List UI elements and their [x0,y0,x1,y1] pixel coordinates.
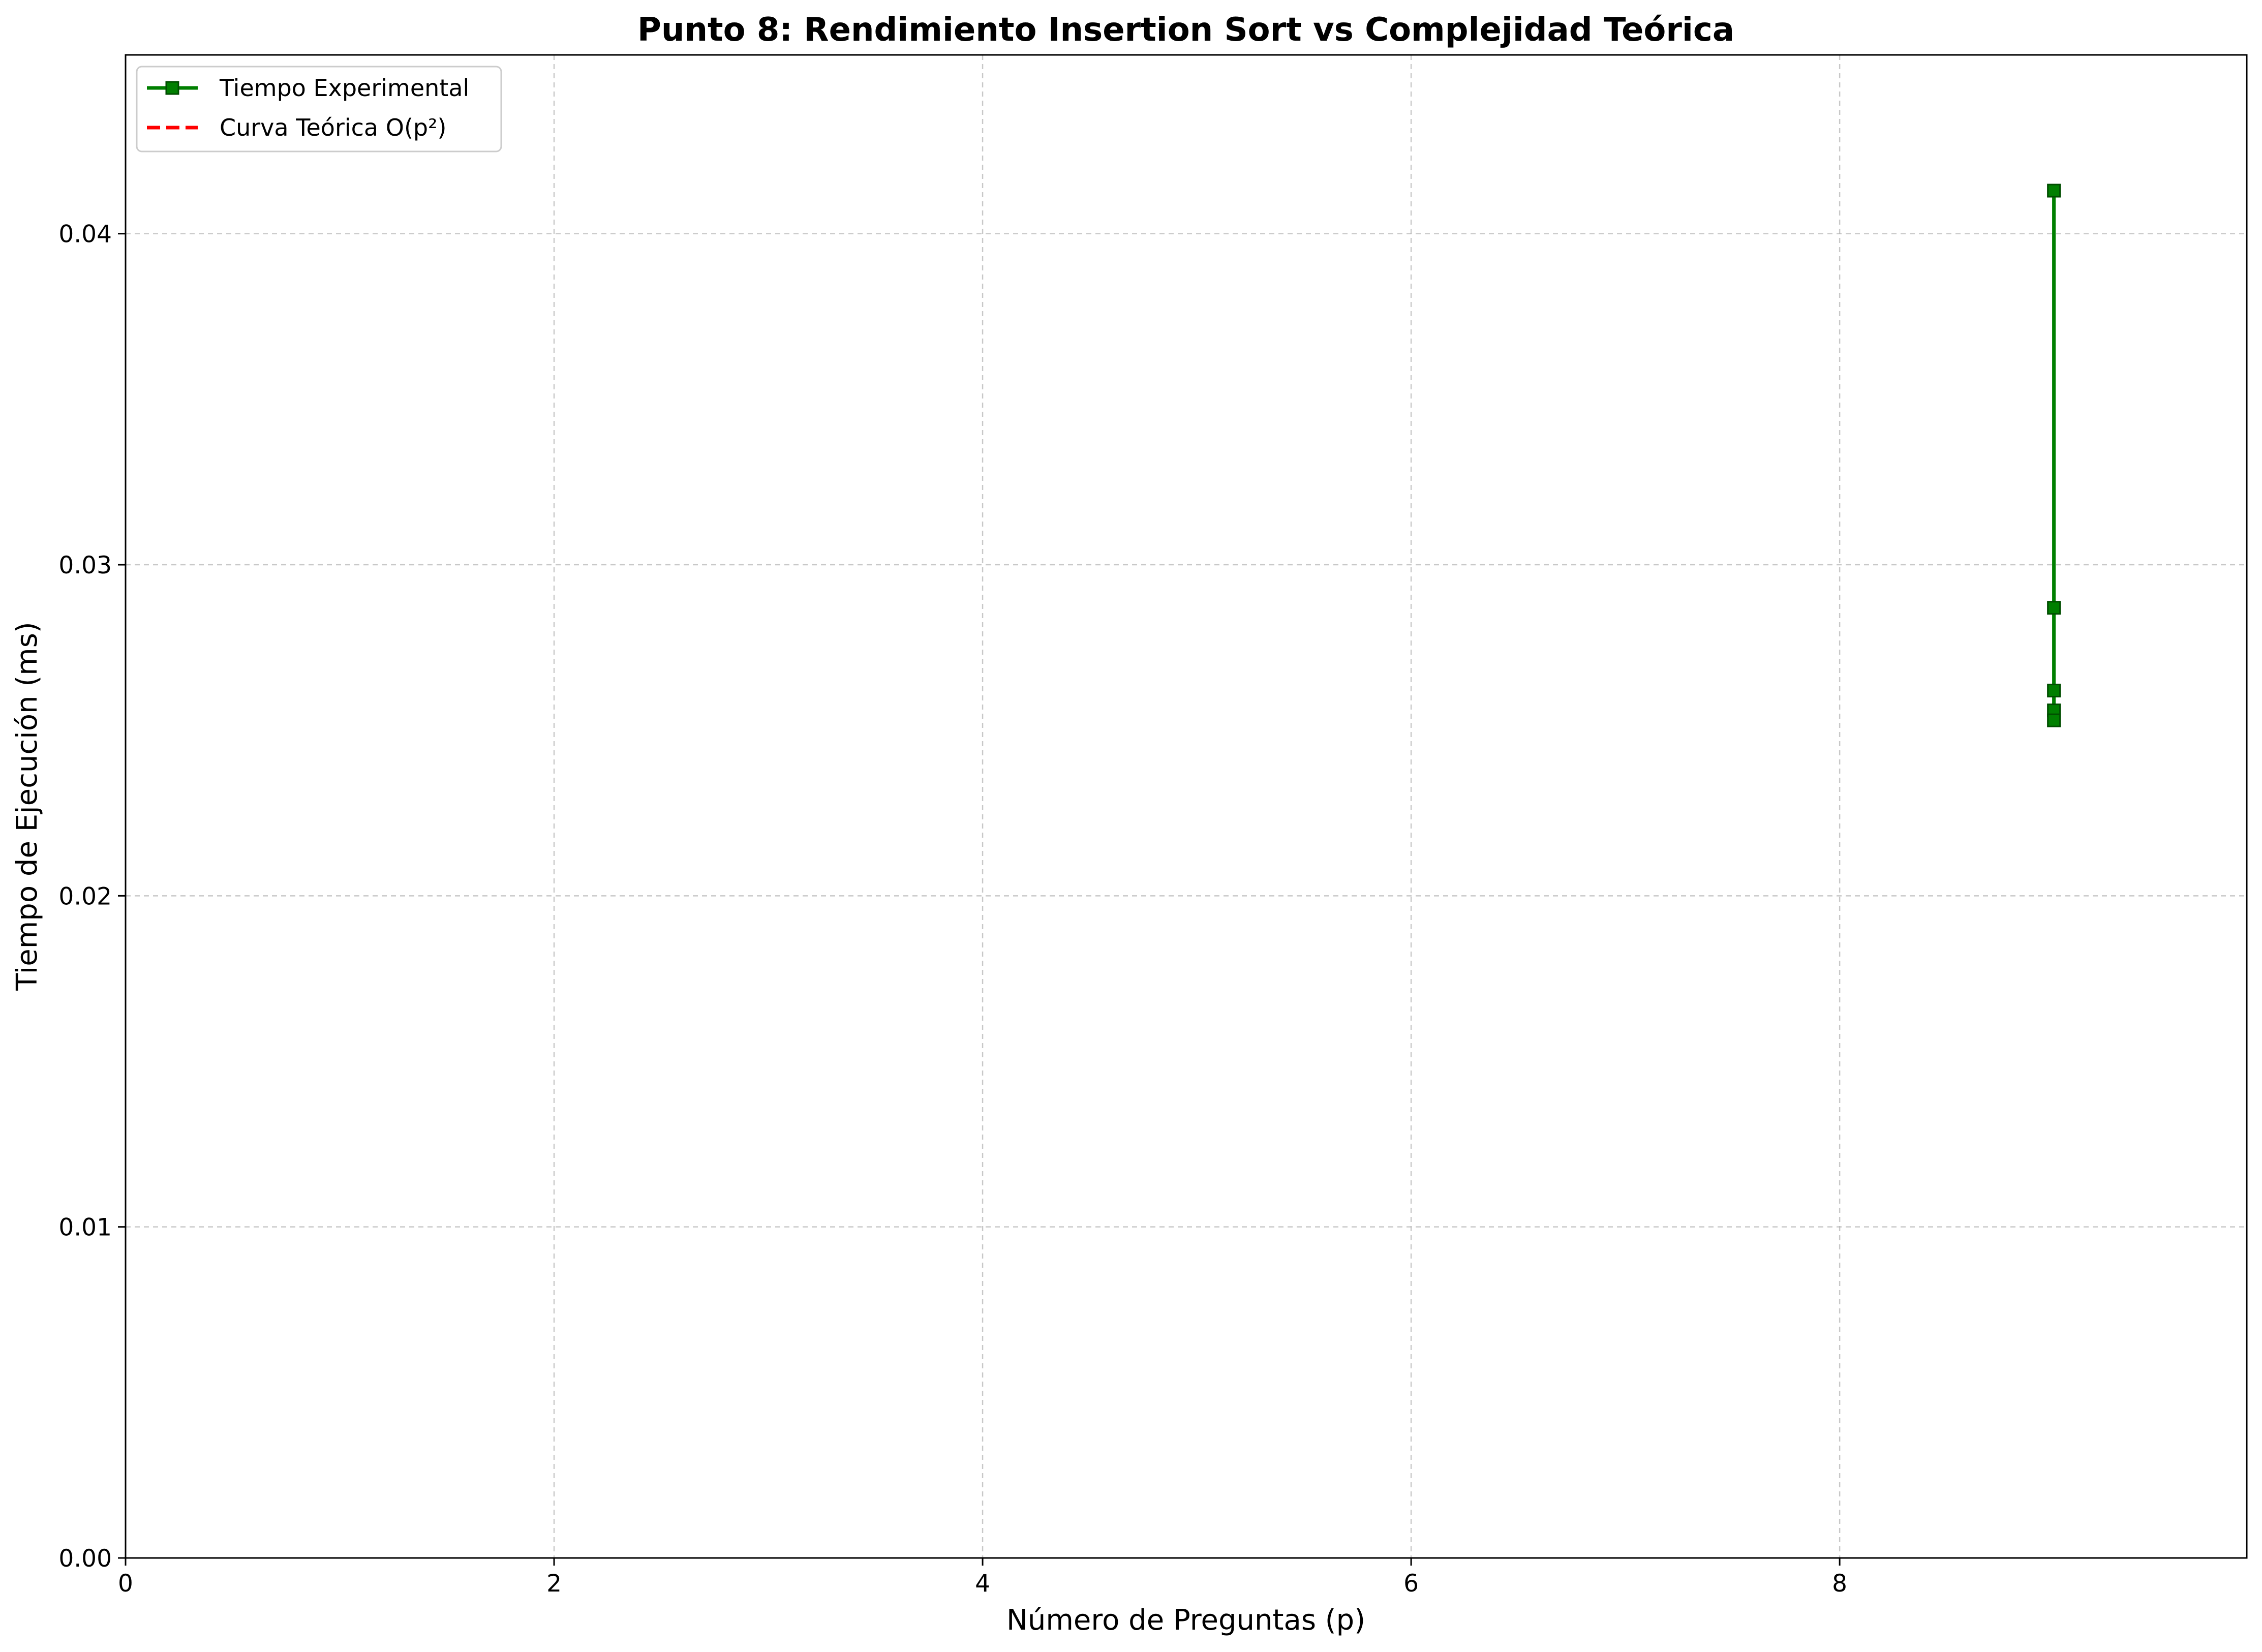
y-tick-label: 0.01 [58,1214,112,1242]
data-point [2047,713,2061,727]
legend-label-theoretical: Curva Teórica O(p²) [220,114,446,141]
y-tick-label: 0.02 [58,882,112,910]
y-axis: 0.00 0.01 0.02 0.03 0.04 [58,221,126,1573]
data-point [2047,601,2061,615]
legend-label-experimental: Tiempo Experimental [219,74,469,102]
x-tick-label: 4 [975,1570,990,1598]
legend: Tiempo Experimental Curva Teórica O(p²) [136,66,502,152]
x-axis-label: Número de Preguntas (p) [1006,1604,1365,1637]
chart-title: Punto 8: Rendimiento Insertion Sort vs C… [637,11,1734,49]
y-tick-label: 0.03 [58,552,112,579]
data-point [2047,183,2061,198]
x-tick-label: 2 [546,1570,562,1598]
x-tick-label: 0 [118,1570,133,1598]
y-tick-label: 0.04 [58,221,112,249]
y-tick-label: 0.00 [58,1545,112,1573]
data-point [2047,684,2061,698]
y-axis-label: Tiempo de Ejecución (ms) [11,622,44,991]
legend-marker-experimental [165,81,179,95]
grid [126,55,2247,1558]
x-axis: 0 2 4 6 8 [118,1558,1847,1598]
series-layer [2047,183,2061,727]
legend-box [136,66,502,152]
x-tick-label: 8 [1832,1570,1847,1598]
x-tick-label: 6 [1403,1570,1419,1598]
plot-frame [125,54,2248,1559]
